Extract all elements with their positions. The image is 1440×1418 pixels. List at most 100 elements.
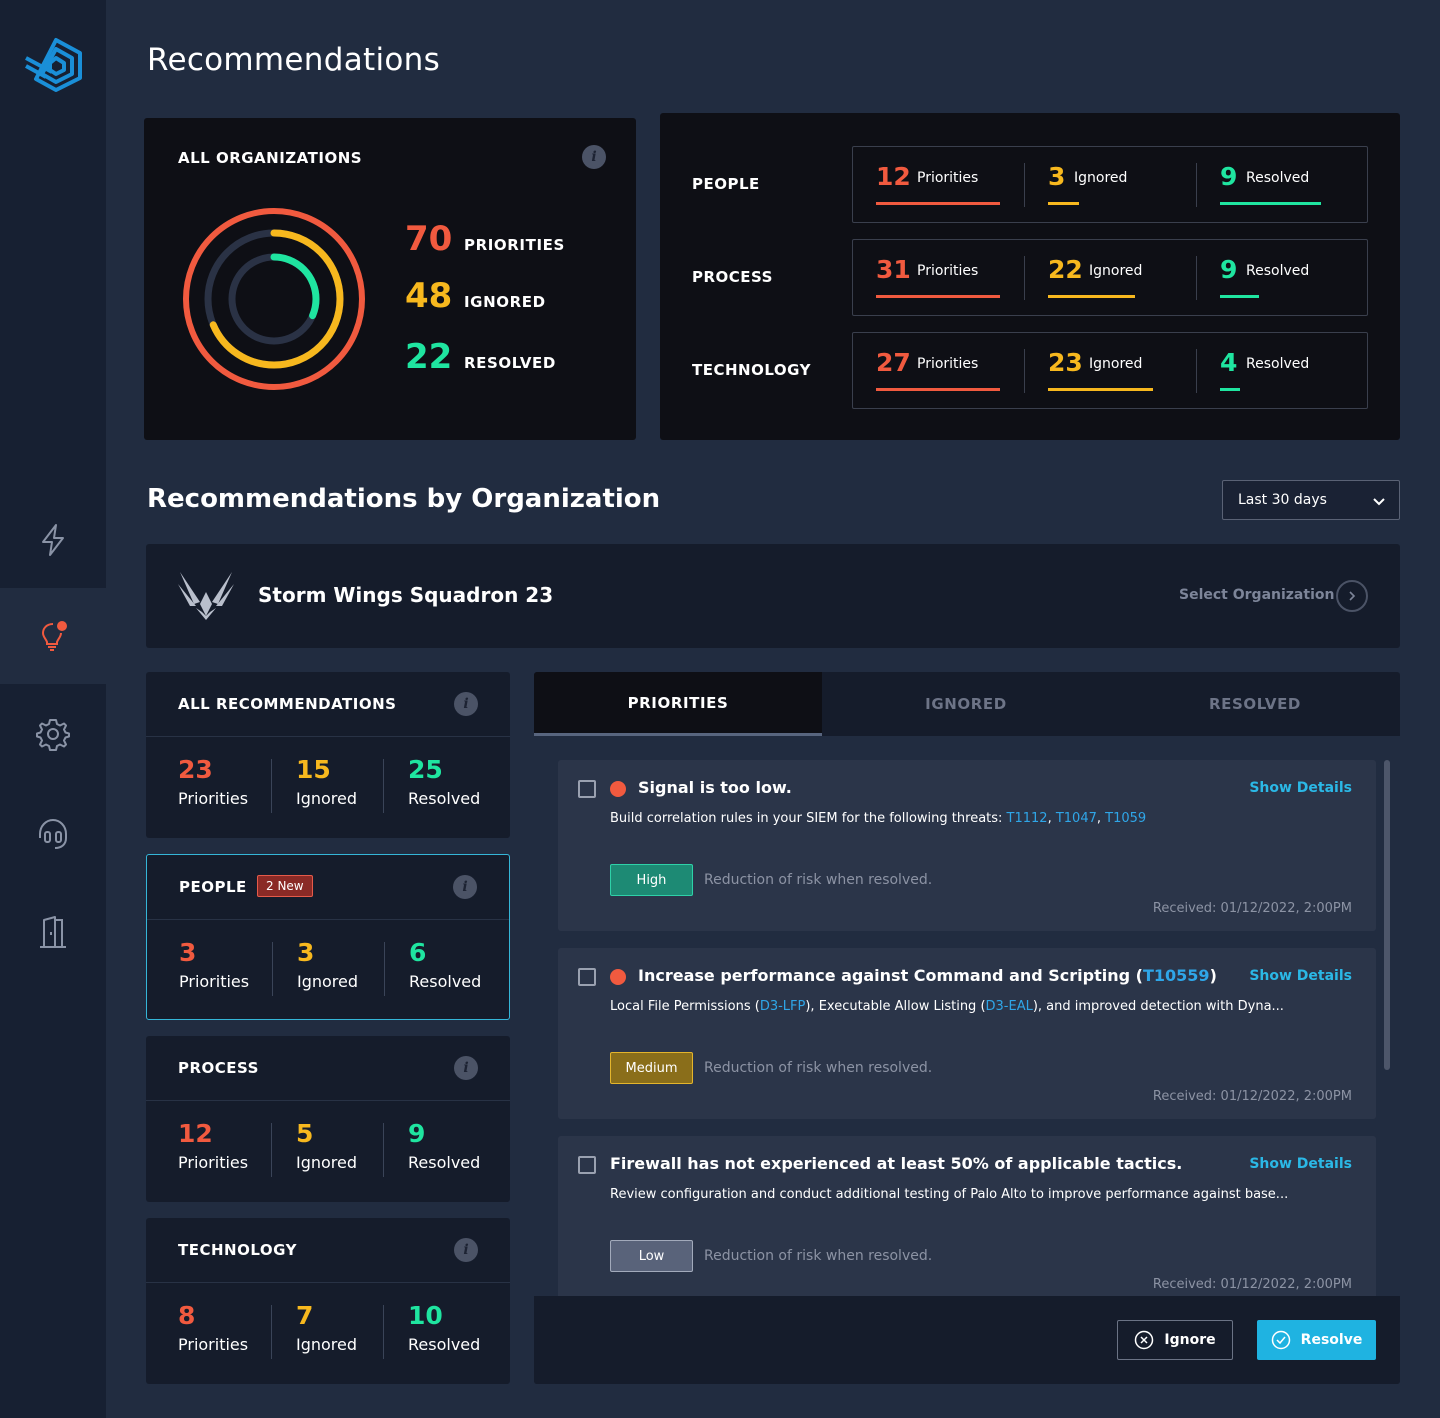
lightning-icon xyxy=(42,524,64,556)
summary-card[interactable]: TECHNOLOGY i 8 Priorities 7 Ignored 10 Resolved xyxy=(146,1218,510,1384)
summary-card[interactable]: PEOPLE 2 New i 3 Priorities 3 Ignored 6 Resolved xyxy=(146,854,510,1020)
category-resolved-stat: 4 Resolved xyxy=(1220,333,1360,408)
title-text: Increase performance against Command and… xyxy=(638,966,1143,985)
info-icon[interactable]: i xyxy=(582,145,606,169)
nav-support[interactable] xyxy=(0,786,106,882)
resolved-stat: 6 Resolved xyxy=(409,938,481,991)
summary-card[interactable]: PROCESS i 12 Priorities 5 Ignored 9 Resolved xyxy=(146,1036,510,1202)
ignore-button[interactable]: Ignore xyxy=(1117,1320,1233,1360)
brand-logo[interactable] xyxy=(22,36,84,92)
scrollbar[interactable] xyxy=(1384,760,1390,1070)
stat-value: 12 xyxy=(178,1119,213,1148)
stat-value: 22 xyxy=(1048,255,1083,284)
stat-ignored: 48 IGNORED xyxy=(405,276,546,316)
select-organization-link[interactable]: Select Organization xyxy=(1179,587,1335,603)
divider xyxy=(383,1305,384,1359)
title-text: ) xyxy=(1209,966,1217,985)
divider xyxy=(383,1123,384,1177)
stat-label: Priorities xyxy=(917,356,979,372)
select-organization-button[interactable] xyxy=(1336,580,1368,612)
date-range-dropdown[interactable]: Last 30 days xyxy=(1222,480,1400,520)
category-label: TECHNOLOGY xyxy=(692,361,811,379)
new-indicator-dot xyxy=(610,969,626,985)
stat-label: Ignored xyxy=(296,1335,358,1354)
organization-bar xyxy=(146,544,1400,648)
new-indicator-dot xyxy=(610,781,626,797)
tab-priorities[interactable]: PRIORITIES xyxy=(534,672,822,736)
divider xyxy=(271,1305,272,1359)
info-icon[interactable]: i xyxy=(454,1056,478,1080)
divider xyxy=(271,1123,272,1177)
info-icon[interactable]: i xyxy=(454,692,478,716)
stat-value: 23 xyxy=(178,755,213,784)
select-checkbox[interactable] xyxy=(578,968,596,986)
check-circle-icon xyxy=(1271,1330,1290,1350)
stat-value: 6 xyxy=(409,938,427,967)
stat-label: Resolved xyxy=(1246,263,1310,279)
stat-value: 27 xyxy=(876,348,911,377)
headset-icon xyxy=(39,818,67,849)
priorities-stat: 8 Priorities xyxy=(178,1301,248,1354)
stat-label: Ignored xyxy=(1074,170,1128,186)
severity-badge: High xyxy=(610,864,693,896)
stat-priorities: 70 PRIORITIES xyxy=(405,219,565,259)
description-text: ), Executable Allow Listing ( xyxy=(805,999,986,1014)
stat-bar xyxy=(1048,202,1079,205)
stat-bar xyxy=(1220,295,1259,298)
stat-label: Resolved xyxy=(408,789,481,808)
severity-badge: Low xyxy=(610,1240,693,1272)
threat-link[interactable]: T1112 xyxy=(1006,811,1048,826)
all-organizations-card: ALL ORGANIZATIONS i xyxy=(144,118,636,440)
stat-value: 15 xyxy=(296,755,331,784)
stat-value: 9 xyxy=(408,1119,426,1148)
divider xyxy=(1024,349,1025,393)
stat-label: Priorities xyxy=(917,263,979,279)
stat-value: 70 xyxy=(405,219,453,259)
chevron-right-icon xyxy=(1349,591,1356,601)
stat-bar xyxy=(876,295,1000,298)
threat-link[interactable]: T1047 xyxy=(1055,811,1097,826)
nav-settings[interactable] xyxy=(0,686,106,782)
gear-icon xyxy=(36,719,70,751)
select-checkbox[interactable] xyxy=(578,780,596,798)
stat-value: 5 xyxy=(296,1119,314,1148)
stat-label: Resolved xyxy=(1246,170,1310,186)
priorities-stat: 23 Priorities xyxy=(178,755,248,808)
priorities-stat: 12 Priorities xyxy=(178,1119,248,1172)
section-title: Recommendations by Organization xyxy=(147,484,661,514)
stat-value: 31 xyxy=(876,255,911,284)
tab-resolved[interactable]: RESOLVED xyxy=(1209,695,1301,713)
threat-link[interactable]: T1059 xyxy=(1105,811,1147,826)
nav-logout[interactable] xyxy=(0,884,106,980)
category-stats-box: 12 Priorities 3 Ignored 9 Resolved xyxy=(852,146,1368,223)
summary-card[interactable]: ALL RECOMMENDATIONS i 23 Priorities 15 Ignore… xyxy=(146,672,510,838)
resolve-button[interactable]: Resolve xyxy=(1257,1320,1376,1360)
stat-value: 12 xyxy=(876,162,911,191)
show-details-link[interactable]: Show Details xyxy=(1249,780,1352,796)
info-icon[interactable]: i xyxy=(453,875,477,899)
show-details-link[interactable]: Show Details xyxy=(1249,968,1352,984)
card-header: ALL RECOMMENDATIONS i xyxy=(146,672,510,737)
stat-bar xyxy=(876,202,1000,205)
stat-value: 9 xyxy=(1220,255,1238,284)
stat-label: IGNORED xyxy=(464,293,546,311)
card-title: PEOPLE xyxy=(179,878,247,896)
description-text: ), and improved detection with Dyna... xyxy=(1032,999,1284,1014)
category-label: PEOPLE xyxy=(692,175,760,193)
nav-activity[interactable] xyxy=(0,492,106,588)
stat-label: PRIORITIES xyxy=(464,236,565,254)
mitigation-link[interactable]: D3-LFP xyxy=(759,999,806,1014)
select-checkbox[interactable] xyxy=(578,1156,596,1174)
door-exit-icon xyxy=(40,916,66,948)
info-icon[interactable]: i xyxy=(454,1238,478,1262)
stat-label: Priorities xyxy=(178,789,249,808)
threat-link[interactable]: T10559 xyxy=(1142,966,1210,985)
ignore-label: Ignore xyxy=(1164,1332,1216,1348)
stat-value: 3 xyxy=(1048,162,1066,191)
tab-ignored[interactable]: IGNORED xyxy=(925,695,1007,713)
show-details-link[interactable]: Show Details xyxy=(1249,1156,1352,1172)
nav-recommendations[interactable] xyxy=(0,588,106,684)
stat-value: 48 xyxy=(405,276,453,316)
stat-label: Priorities xyxy=(917,170,979,186)
mitigation-link[interactable]: D3-EAL xyxy=(985,999,1033,1014)
